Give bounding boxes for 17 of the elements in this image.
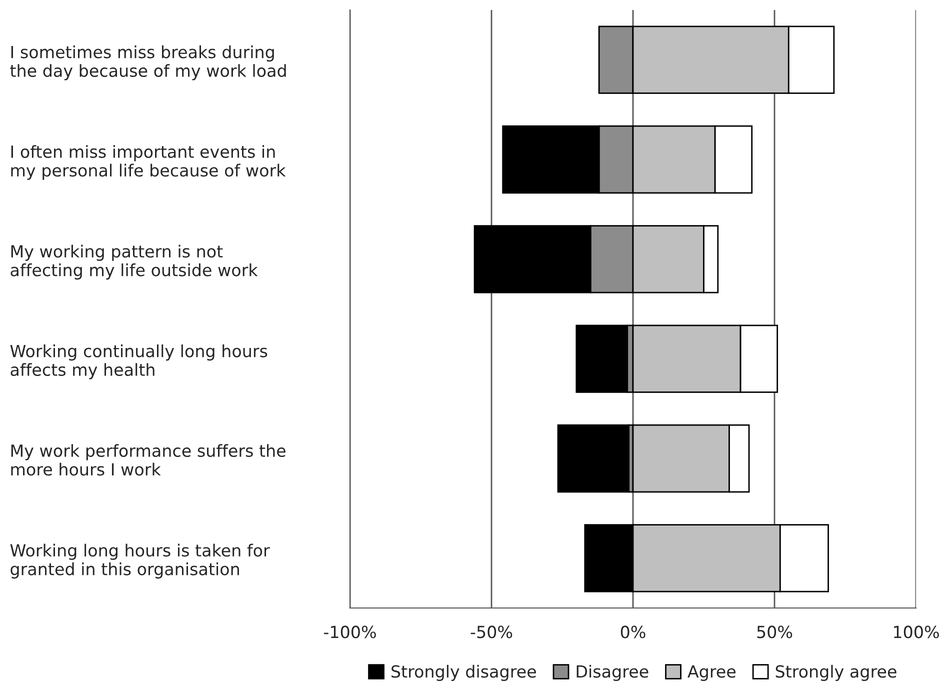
legend-label: Strongly disagree — [392, 664, 536, 681]
legend-label: Disagree — [576, 664, 648, 681]
y-tick-label: I often miss important events in my personal life because of work — [11, 145, 286, 180]
x-tick-label: -50% — [470, 626, 512, 638]
y-tick-label: My work performance suffers the more hours I work — [11, 444, 286, 476]
x-tick-label: 50% — [757, 626, 792, 638]
y-tick-label: I sometimes miss breaks during the day because of my work load — [10, 45, 286, 80]
x-tick-label: 0% — [620, 626, 646, 638]
y-tick-label: Working long hours is taken for granted in this organisation — [10, 544, 270, 579]
bar — [557, 424, 630, 493]
legend-label: Strongly agree — [776, 664, 896, 681]
y-tick-label: My working pattern is not affecting my life outside work — [10, 244, 258, 280]
legend-label: Agree — [688, 665, 736, 681]
bar — [576, 324, 628, 393]
x-tick-label: 100% — [894, 626, 939, 638]
x-tick-label: -100% — [324, 626, 376, 638]
y-tick-label: Working continually long hours affects my health — [10, 344, 268, 380]
